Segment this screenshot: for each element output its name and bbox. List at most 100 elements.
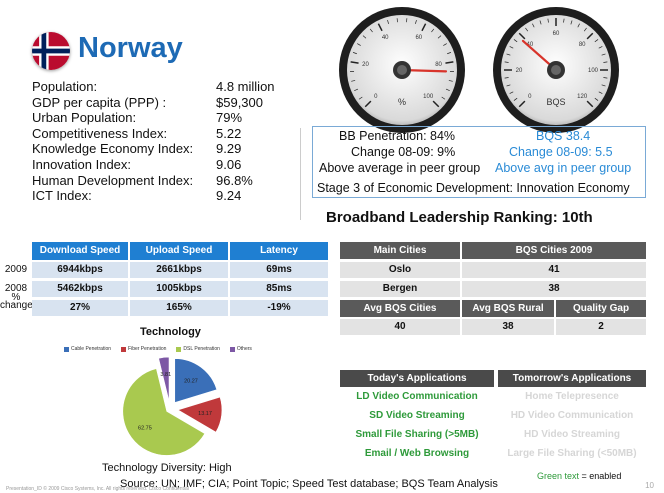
bqs-change-text: Change 08-09: 5.5: [509, 145, 613, 159]
gauge-tick: [570, 20, 573, 25]
stat-value: 96.8%: [216, 172, 253, 188]
cities-table-subvalue: 40: [340, 319, 460, 335]
gauge-tick: [421, 23, 427, 32]
gauge-tick: [586, 100, 594, 108]
application-tomorrow-item: Home Telepresence: [525, 391, 619, 402]
pie-legend-label: Others: [236, 346, 252, 352]
pie-legend-swatch: [121, 346, 127, 352]
stat-row: Innovation Index: 9.06: [32, 157, 294, 173]
stat-label: GDP per capita (PPP) :: [32, 94, 167, 110]
gauge-tick: [518, 100, 526, 108]
stat-row: Population: 4.8 million: [32, 79, 294, 95]
gauge-tick: [437, 35, 442, 39]
cities-table-subvalue: 2: [556, 319, 646, 335]
gauge-tick-label: 0: [374, 94, 378, 100]
pie-slice-label: 13.17: [198, 411, 212, 417]
stat-value: $59,300: [216, 94, 263, 110]
speed-table-cell: 69ms: [230, 262, 328, 278]
gauge-tick-label: 60: [553, 31, 560, 37]
gauge-tick: [354, 88, 359, 91]
speed-table-cell: -19%: [230, 300, 328, 316]
gauge-tick-label: 0: [528, 94, 532, 100]
application-today-item: Small File Sharing (>5MB): [355, 429, 479, 440]
gauge-tick: [601, 53, 606, 56]
bqs-gauge: 0 20 40 60 80 100 120 BQS: [493, 7, 619, 133]
technology-diversity: Technology Diversity: High: [102, 462, 232, 474]
cities-table-cell: 41: [462, 262, 646, 278]
gauge-tick: [387, 19, 389, 25]
bb-penetration-text: BB Penetration: 84%: [339, 129, 456, 143]
legend-green-text: Green text: [537, 471, 580, 481]
speed-table-cell: 1005kbps: [130, 281, 228, 297]
gauge-tick: [601, 84, 606, 87]
pie-legend-swatch: [229, 346, 235, 352]
stat-row: GDP per capita (PPP) : $59,300: [32, 95, 294, 111]
stat-label: Human Development Index:: [32, 172, 194, 188]
gauge-tick-label: 60: [415, 35, 422, 41]
pie-slice: [174, 358, 218, 403]
gauge-tick: [532, 23, 535, 28]
gauge-tick: [539, 20, 542, 25]
application-tomorrow-item: HD Video Communication: [510, 410, 634, 421]
source-note: Source: UN; IMF; CIA; Point Topic; Speed…: [120, 478, 498, 490]
enabled-legend: Green text = enabled: [537, 471, 621, 481]
gauge-tick-label: 100: [588, 68, 599, 74]
ranking-title: Broadband Leadership Ranking: 10th: [326, 209, 593, 226]
gauge-tick: [358, 96, 363, 100]
stat-value: 5.22: [216, 125, 242, 141]
gauge-tick: [594, 97, 599, 101]
speed-table-row-label: 2008: [4, 283, 28, 294]
gauge-tick: [447, 52, 452, 55]
cities-table-subheader: Avg BQS Rural: [462, 300, 554, 317]
stat-label: Knowledge Economy Index:: [32, 141, 194, 157]
bqs-text: BQS 38.4: [536, 129, 591, 143]
gauge-tick: [431, 28, 435, 33]
stat-value: 9.06: [216, 157, 242, 172]
speed-table-cell: 5462kbps: [32, 281, 128, 297]
stat-row: Knowledge Economy Index: 9.29: [32, 141, 294, 157]
pie-legend-label: Cable Penetration: [71, 346, 112, 352]
gauge-tick: [594, 39, 599, 43]
pie-slice-label: 62.75: [138, 426, 152, 432]
cities-table-subheader: Avg BQS Cities: [340, 300, 460, 317]
info-box: BB Penetration: 84% Change 08-09: 9% Abo…: [312, 126, 646, 198]
gauge-tick: [352, 52, 357, 55]
gauge-hub-center: [551, 65, 561, 75]
gauge-tick-label: 20: [362, 62, 369, 68]
gauge-tick-label: 20: [516, 68, 523, 74]
pie-legend-item: Others: [229, 346, 252, 352]
applications-header-tomorrow: Tomorrow's Applications: [498, 370, 646, 387]
cities-table-subheader: Quality Gap: [556, 300, 646, 317]
stat-label: Urban Population:: [32, 110, 137, 126]
gauge-tick: [509, 46, 514, 49]
norway-flag-icon: [32, 32, 70, 70]
gauge-tick: [586, 32, 594, 40]
stat-label: Innovation Index:: [32, 157, 132, 172]
pie-slice: [122, 368, 206, 456]
gauge-tick: [598, 91, 603, 94]
pie-legend-label: Fiber Penetration: [128, 346, 167, 352]
cities-table-header: BQS Cities 2009: [462, 242, 646, 259]
gauge-tick-label: 40: [526, 42, 533, 48]
speed-table-cell: 165%: [130, 300, 228, 316]
cities-table-header: Main Cities: [340, 242, 460, 259]
application-today-item: LD Video Communication: [356, 391, 478, 402]
footer-text: Presentation_ID © 2009 Cisco Systems, In…: [6, 486, 189, 492]
gauge-tick: [445, 61, 454, 64]
gauge-tick: [432, 100, 440, 108]
gauge-unit-label: BQS: [546, 97, 565, 107]
cities-table-subvalue: 38: [462, 319, 554, 335]
bb-penetration-gauge: 0 20 40 60 80 100%: [339, 7, 465, 133]
gauge-tick-label: 100: [423, 94, 434, 100]
technology-pie-chart: 20.27 13.17 62.75 3.81: [122, 356, 223, 456]
gauge-tick: [357, 43, 361, 46]
gauge-tick: [350, 61, 359, 64]
gauge-tick: [362, 35, 367, 39]
stat-value: 4.8 million: [216, 79, 275, 94]
application-tomorrow-item: HD Video Streaming: [524, 429, 620, 440]
gauge-tick: [513, 39, 518, 43]
pie-legend-item: Fiber Penetration: [121, 346, 166, 352]
speed-table-cell: 6944kbps: [32, 262, 128, 278]
stat-label: Competitiveness Index:: [32, 125, 168, 141]
